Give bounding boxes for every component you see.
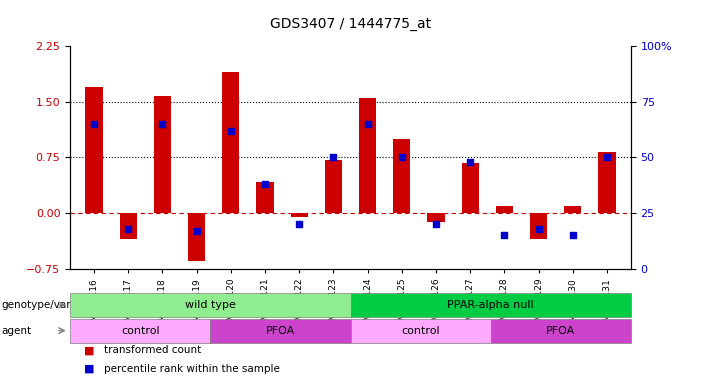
Text: agent: agent [1, 326, 32, 336]
Point [123, 226, 134, 232]
Text: percentile rank within the sample: percentile rank within the sample [104, 364, 280, 374]
Point [533, 226, 544, 232]
Text: PFOA: PFOA [546, 326, 576, 336]
Text: PPAR-alpha null: PPAR-alpha null [447, 300, 534, 310]
Point [88, 121, 100, 127]
Text: genotype/variation: genotype/variation [1, 300, 100, 310]
Bar [428, 213, 444, 222]
Bar [462, 163, 479, 213]
Text: transformed count: transformed count [104, 345, 201, 355]
Bar [530, 213, 547, 239]
Text: PFOA: PFOA [266, 326, 295, 336]
Bar [188, 213, 205, 262]
Point [157, 121, 168, 127]
Point [294, 221, 305, 227]
Text: ■: ■ [84, 345, 95, 355]
Bar [257, 182, 273, 213]
Text: wild type: wild type [185, 300, 236, 310]
Point [259, 181, 271, 187]
Bar [120, 213, 137, 239]
Bar [291, 213, 308, 217]
Bar [222, 72, 239, 213]
Point [362, 121, 373, 127]
Point [328, 154, 339, 161]
Point [225, 127, 236, 134]
Point [191, 228, 202, 234]
Text: control: control [121, 326, 160, 336]
Bar [564, 206, 581, 213]
Point [465, 159, 476, 165]
Point [567, 232, 578, 238]
Point [396, 154, 407, 161]
Text: GDS3407 / 1444775_at: GDS3407 / 1444775_at [270, 17, 431, 31]
Point [499, 232, 510, 238]
Bar [325, 160, 342, 213]
Bar [599, 152, 615, 213]
Point [430, 221, 442, 227]
Bar [496, 206, 513, 213]
Bar [359, 98, 376, 213]
Bar [393, 139, 410, 213]
Text: control: control [401, 326, 440, 336]
Bar [154, 96, 171, 213]
Bar [86, 87, 102, 213]
Point [601, 154, 613, 161]
Text: ■: ■ [84, 364, 95, 374]
